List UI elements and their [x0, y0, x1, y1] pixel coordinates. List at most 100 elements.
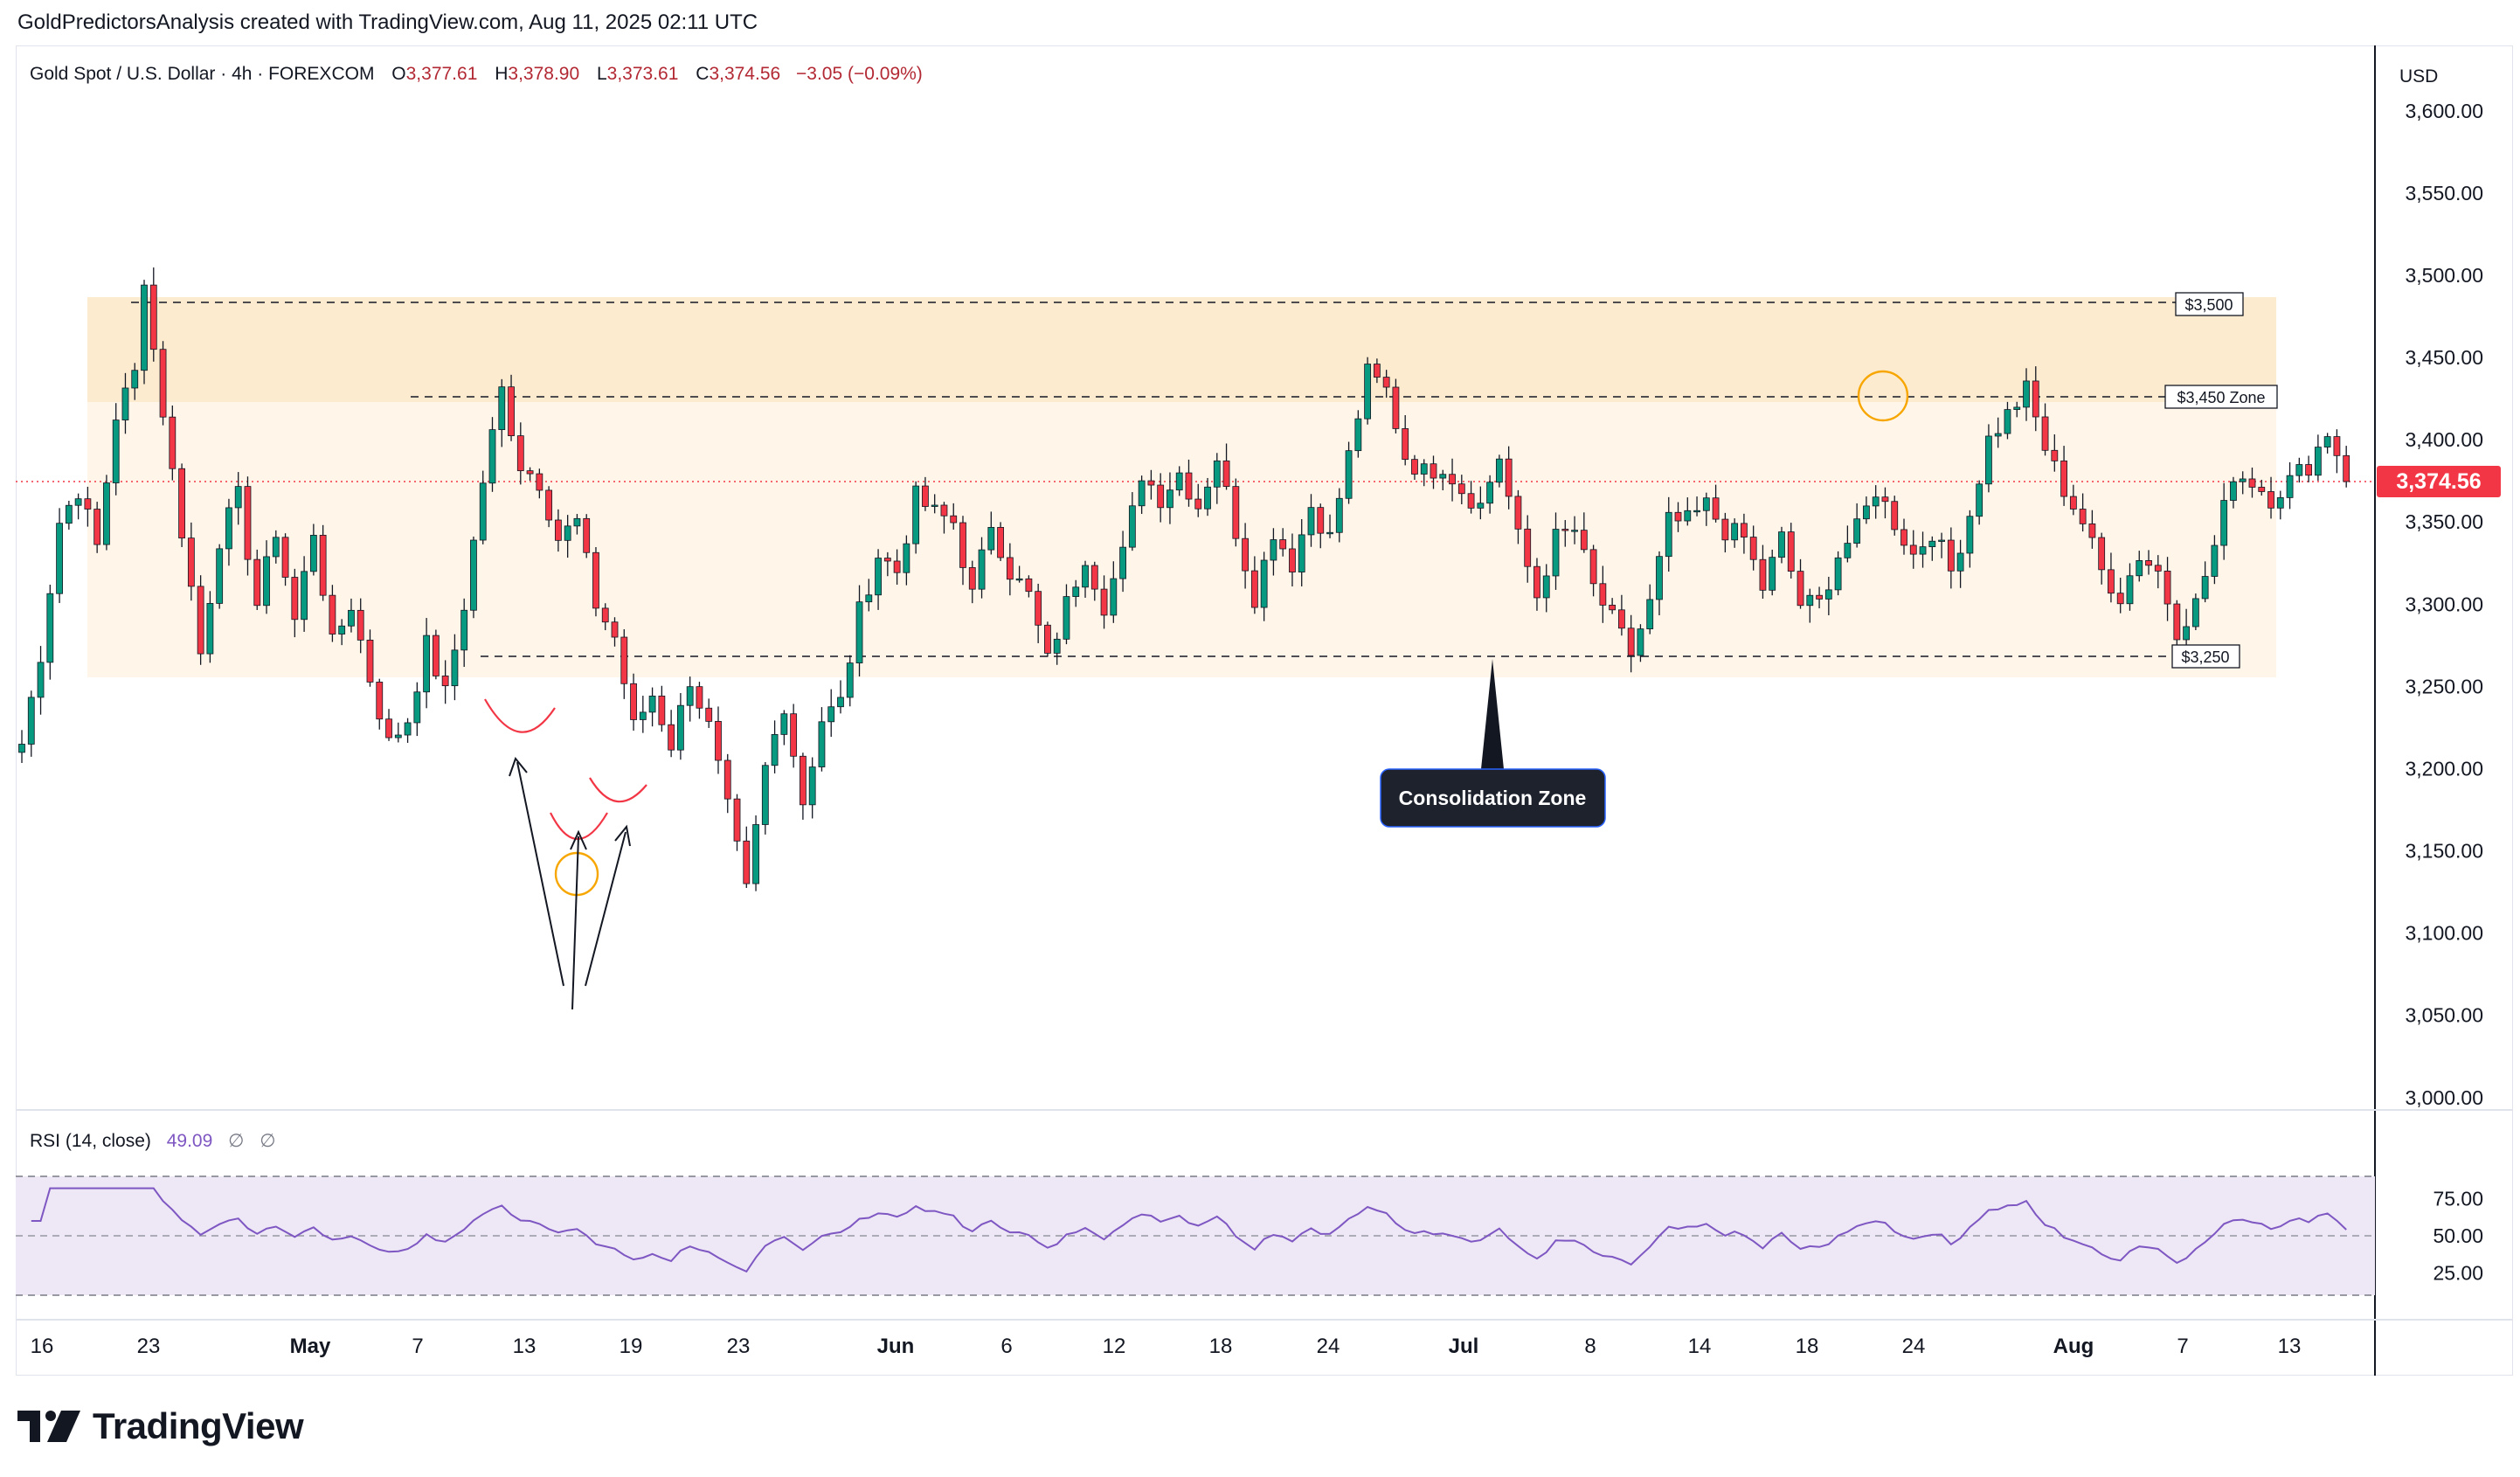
candle: [2032, 366, 2039, 432]
price-axis[interactable]: USD 3,000.00 3,050.00 3,100.00 3,150.00 3,20…: [2399, 66, 2483, 1109]
candle: [1439, 469, 1447, 491]
candle: [1749, 525, 1757, 571]
label-3500[interactable]: $3,500: [2184, 296, 2233, 314]
candle: [2267, 476, 2274, 519]
time-axis[interactable]: 16 23 May 7 13 19 23 Jun 6 12 18 24 Jul 8 14 18 24 Aug 7 13: [31, 1335, 2302, 1358]
price-tick-label: 3,250.00: [2405, 675, 2483, 697]
arrow-2[interactable]: [571, 836, 579, 1010]
candle: [2126, 563, 2134, 611]
candle: [37, 646, 45, 715]
candle: [1599, 565, 1607, 623]
consolidation-callout[interactable]: Consolidation Zone: [1380, 768, 1606, 828]
candle: [686, 676, 694, 722]
high-highlight-circle[interactable]: [1857, 370, 1909, 422]
candle: [357, 598, 364, 654]
candle: [2051, 434, 2059, 472]
candle: [2098, 532, 2106, 585]
time-tick-label: 24: [1317, 1335, 1340, 1358]
candle: [225, 498, 232, 566]
candle: [1872, 485, 1880, 519]
candle: [1015, 565, 1023, 583]
candle: [987, 511, 995, 555]
candle: [583, 514, 591, 558]
candle: [1204, 477, 1211, 517]
label-3450[interactable]: $3,450 Zone: [2177, 389, 2265, 406]
candle: [216, 544, 224, 609]
candle: [197, 575, 204, 665]
candle: [545, 486, 553, 528]
candle: [1486, 475, 1494, 514]
candle: [846, 655, 854, 707]
tradingview-logo[interactable]: TradingView: [17, 1405, 304, 1447]
candle: [997, 522, 1004, 561]
candle: [329, 585, 336, 642]
candles-layer: [18, 267, 2350, 891]
candle: [1392, 378, 1400, 433]
candle: [1684, 497, 1692, 526]
price-tick-label: 3,000.00: [2405, 1086, 2483, 1109]
candle: [1797, 558, 1804, 609]
tradingview-logo-icon: [17, 1411, 80, 1442]
symbol-legend[interactable]: Gold Spot / U.S. Dollar · 4h · FOREXCOM …: [30, 64, 923, 84]
candle: [2154, 555, 2162, 589]
label-box-3500: [2175, 292, 2244, 316]
low-value: 3,373.61: [607, 64, 679, 84]
candle: [1128, 492, 1136, 551]
candle: [1674, 502, 1682, 532]
rsi-tick-label: 75.00: [2433, 1188, 2483, 1210]
candle: [1712, 484, 1720, 523]
rsi-extra-2: ∅: [260, 1131, 275, 1151]
candle: [658, 685, 666, 732]
candle: [865, 579, 873, 612]
currency-label[interactable]: USD: [2399, 66, 2438, 87]
candle: [1270, 528, 1277, 576]
resistance-zone[interactable]: [87, 297, 2276, 402]
candle: [103, 475, 110, 551]
candle: [508, 374, 515, 441]
svg-text:Gold Spot / U.S. Dollar · 4h ·: Gold Spot / U.S. Dollar · 4h · FOREXCOM …: [30, 64, 923, 84]
arrow-2-head: [570, 829, 587, 850]
candle: [1947, 527, 1955, 589]
candle: [1769, 549, 1776, 596]
rsi-legend[interactable]: RSI (14, close) 49.09 ∅ ∅: [30, 1131, 276, 1151]
candle: [2088, 510, 2096, 549]
price-tick-label: 3,600.00: [2405, 100, 2483, 122]
candle: [1100, 575, 1108, 629]
candle: [978, 537, 986, 599]
candle: [253, 549, 261, 610]
candle: [1561, 520, 1569, 547]
cup-curve-right[interactable]: [589, 777, 647, 803]
arrow-1[interactable]: [516, 761, 564, 987]
candle: [959, 516, 966, 586]
candle: [639, 696, 647, 733]
rsi-line[interactable]: [31, 1187, 2347, 1273]
cup-curve-left[interactable]: [484, 698, 556, 733]
candle: [1364, 357, 1372, 425]
callout-box[interactable]: [1380, 768, 1606, 828]
candle: [1806, 588, 1814, 623]
time-tick-label: Jul: [1449, 1335, 1479, 1358]
price-tick-label: 3,350.00: [2405, 510, 2483, 533]
candle: [1298, 518, 1305, 586]
candle: [1072, 579, 1080, 607]
candle: [2248, 467, 2256, 498]
candle: [1457, 475, 1465, 504]
candle: [705, 698, 713, 728]
rsi-name[interactable]: RSI (14, close): [30, 1131, 151, 1151]
range-zone[interactable]: [87, 402, 2276, 677]
arrow-3[interactable]: [585, 831, 627, 987]
zones-layer: [87, 297, 2276, 677]
candle: [1900, 518, 1907, 555]
time-tick-label: Jun: [877, 1335, 915, 1358]
candle: [1571, 516, 1578, 544]
price-tick-label: 3,150.00: [2405, 840, 2483, 863]
label-3250[interactable]: $3,250: [2181, 648, 2229, 666]
symbol-name[interactable]: Gold Spot / U.S. Dollar · 4h · FOREXCOM: [30, 64, 374, 84]
candle: [1909, 530, 1917, 569]
candle: [2323, 433, 2331, 454]
rsi-axis[interactable]: 75.00 50.00 25.00: [2433, 1188, 2483, 1285]
time-tick-label: 12: [1103, 1335, 1126, 1358]
rsi-extra-1: ∅: [228, 1131, 244, 1151]
candle: [771, 720, 779, 773]
